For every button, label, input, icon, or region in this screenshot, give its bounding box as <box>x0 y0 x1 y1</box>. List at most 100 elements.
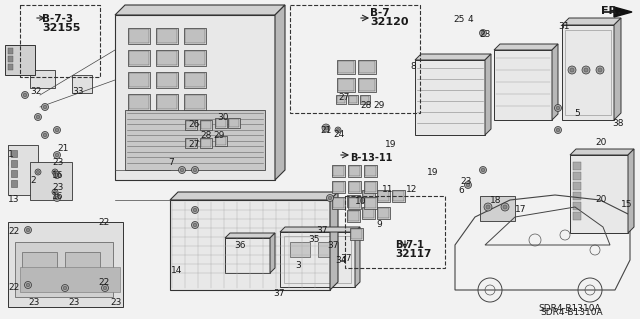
Circle shape <box>191 167 198 174</box>
Text: 22: 22 <box>98 278 109 287</box>
Text: 8: 8 <box>410 62 416 71</box>
Bar <box>200 120 212 130</box>
Polygon shape <box>330 192 338 290</box>
Circle shape <box>335 127 341 133</box>
Bar <box>157 51 177 65</box>
Bar <box>228 118 240 128</box>
Text: 21: 21 <box>57 144 68 153</box>
Circle shape <box>193 223 196 227</box>
Bar <box>480 196 515 221</box>
Bar <box>348 181 361 193</box>
Circle shape <box>467 183 470 187</box>
Bar <box>349 96 357 103</box>
Bar <box>185 73 205 87</box>
Bar <box>185 29 205 43</box>
Bar <box>363 191 374 201</box>
Bar <box>358 60 376 74</box>
Bar <box>201 121 211 129</box>
Bar <box>349 182 360 192</box>
Bar <box>338 79 354 91</box>
Circle shape <box>554 127 561 133</box>
Circle shape <box>35 169 41 175</box>
Bar <box>8 56 13 62</box>
Circle shape <box>61 285 68 292</box>
Circle shape <box>55 128 59 132</box>
Text: 1: 1 <box>8 150 13 159</box>
Text: 23: 23 <box>28 298 40 307</box>
Text: 6: 6 <box>458 186 464 195</box>
Bar <box>215 136 227 146</box>
Circle shape <box>42 131 49 138</box>
Text: 32117: 32117 <box>395 249 431 259</box>
Polygon shape <box>552 44 558 120</box>
Bar <box>337 96 345 103</box>
Bar <box>186 139 196 147</box>
Text: FR.: FR. <box>601 6 621 16</box>
Text: 38: 38 <box>612 119 623 128</box>
Bar <box>378 191 389 201</box>
Bar <box>129 95 149 109</box>
Bar <box>128 72 150 88</box>
Bar <box>15 242 113 297</box>
Text: 2: 2 <box>30 176 36 185</box>
Circle shape <box>556 106 560 110</box>
Text: 14: 14 <box>171 266 182 275</box>
Bar <box>377 207 390 219</box>
Polygon shape <box>628 149 634 233</box>
Bar <box>8 145 38 195</box>
Bar <box>332 181 345 193</box>
Bar <box>332 197 345 209</box>
Circle shape <box>570 68 574 72</box>
Text: 37: 37 <box>273 289 285 298</box>
Circle shape <box>501 203 509 211</box>
Circle shape <box>328 196 332 200</box>
Circle shape <box>554 105 561 112</box>
Circle shape <box>568 66 576 74</box>
Circle shape <box>584 68 588 72</box>
Bar <box>337 60 355 74</box>
Bar <box>200 138 212 148</box>
Text: 24: 24 <box>333 130 344 139</box>
Text: 27: 27 <box>338 93 349 102</box>
Bar <box>358 78 376 92</box>
Text: 23: 23 <box>460 177 472 186</box>
Circle shape <box>103 286 107 290</box>
Bar <box>364 197 377 209</box>
Bar <box>156 28 178 44</box>
Bar <box>184 28 206 44</box>
Text: 10: 10 <box>355 197 367 206</box>
Bar <box>348 95 358 104</box>
Text: 33: 33 <box>72 87 83 96</box>
Circle shape <box>23 93 27 97</box>
Bar <box>8 48 13 54</box>
Polygon shape <box>485 54 491 135</box>
Bar <box>30 162 72 200</box>
Polygon shape <box>614 7 632 17</box>
Text: 32120: 32120 <box>370 17 408 27</box>
Bar <box>216 119 226 127</box>
Bar <box>229 119 239 127</box>
Polygon shape <box>280 227 360 232</box>
Circle shape <box>55 153 59 157</box>
Circle shape <box>24 281 31 288</box>
Bar <box>362 190 375 202</box>
Bar <box>128 28 150 44</box>
Bar <box>11 170 17 177</box>
Circle shape <box>54 195 61 202</box>
Bar <box>359 61 375 73</box>
Circle shape <box>326 195 333 202</box>
FancyArrowPatch shape <box>603 9 620 15</box>
Text: 20: 20 <box>595 138 606 147</box>
Text: 36: 36 <box>234 241 246 250</box>
Circle shape <box>193 168 196 172</box>
Text: 30: 30 <box>217 113 228 122</box>
Polygon shape <box>570 149 634 155</box>
Bar <box>565 30 611 115</box>
Bar <box>225 238 270 273</box>
Bar <box>347 195 360 207</box>
Circle shape <box>44 133 47 137</box>
Bar <box>318 242 338 257</box>
Circle shape <box>484 203 492 211</box>
Bar <box>216 137 226 145</box>
Bar <box>338 61 354 73</box>
